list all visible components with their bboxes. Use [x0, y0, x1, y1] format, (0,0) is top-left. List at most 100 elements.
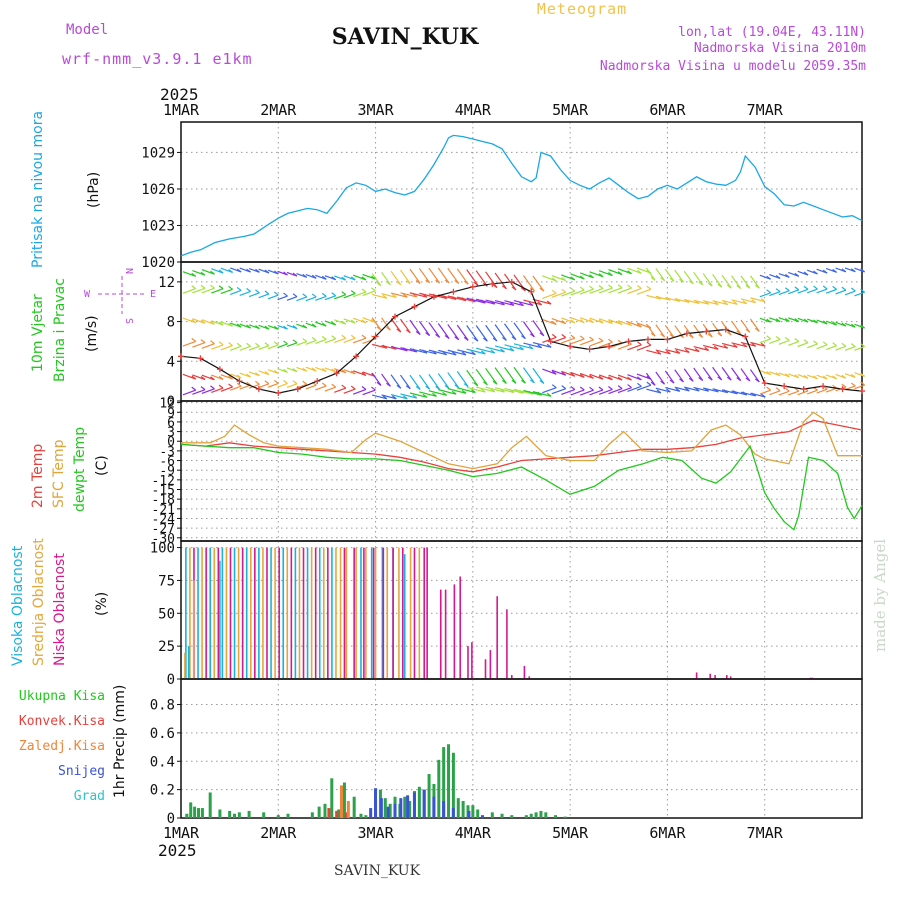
wind-arrow: [182, 288, 196, 294]
wind-arrow: [409, 348, 428, 354]
wind-arrow: [665, 386, 680, 392]
wind-arrow-head: [274, 270, 279, 275]
pressure-ytick-label: 1026: [141, 182, 175, 198]
wind-arrow: [390, 317, 402, 333]
wind-arrow: [334, 294, 346, 300]
wind-arrow: [201, 343, 215, 349]
wind-speed-point: [469, 283, 476, 290]
date-label-top: 1MAR: [163, 101, 200, 119]
wind-arrow: [665, 348, 680, 354]
wind-arrow: [475, 325, 488, 342]
wind-arrow-head: [850, 382, 856, 387]
wind-arrow: [343, 293, 356, 299]
wind-arrow-head: [760, 342, 766, 347]
precip-bar-0: [228, 810, 232, 818]
wind-arrow-head: [471, 389, 476, 393]
date-label-top: 4MAR: [455, 101, 492, 119]
precip-ytick-label: 0: [167, 811, 175, 827]
wind-arrow-head: [463, 336, 469, 341]
wind-arrow-head: [264, 325, 270, 330]
wind-arrow-head: [435, 333, 440, 338]
wind-arrow-head: [255, 268, 260, 273]
wind-arrow: [343, 337, 356, 344]
wind-arrow: [703, 344, 719, 350]
pressure-ytick-label: 1020: [141, 255, 175, 271]
wind-arrow: [522, 321, 535, 338]
precip-panel: 0 0.2 0.4 0.6 0.8: [150, 678, 863, 827]
wind-arrow: [598, 270, 613, 277]
wind-arrow-head: [200, 284, 206, 289]
wind-arrow-head: [694, 348, 700, 352]
station-title: SAVIN_KUK: [332, 24, 479, 50]
wind-arrow-head: [218, 384, 224, 389]
wind-arrow: [428, 349, 447, 356]
wind-arrow: [371, 343, 387, 349]
wind-speed-point: [664, 336, 671, 343]
wind-arrow-head: [311, 367, 317, 372]
wind-arrow-head: [539, 332, 545, 337]
wind-arrow-head: [386, 382, 391, 387]
wind-arrow: [230, 345, 242, 351]
wind-arrow-head: [283, 380, 288, 384]
wind-arrow-head: [742, 300, 748, 305]
wind-arrow-head: [264, 269, 270, 274]
wind-arrow-head: [500, 348, 505, 353]
wind-arrow: [825, 345, 837, 351]
wind-arrow: [702, 323, 713, 338]
wind-arrow-head: [228, 285, 233, 290]
wind-arrow-head: [589, 336, 594, 341]
wind-arrow-head: [627, 322, 632, 327]
wind-arrow-head: [637, 284, 642, 289]
wind-arrow-head: [463, 383, 469, 388]
wind-arrow: [636, 288, 652, 295]
wind-arrow: [674, 369, 684, 383]
precip-bar-0: [408, 800, 412, 818]
wind-arrow: [598, 318, 613, 325]
wind-arrow: [523, 389, 542, 396]
wind-arrow-head: [561, 288, 567, 293]
wind-arrow: [570, 317, 585, 324]
temperature-ytick-label: -3: [159, 445, 175, 460]
wind-arrow-head: [331, 383, 337, 388]
precip-bar-0: [510, 815, 514, 818]
wind-arrow-head: [405, 385, 411, 390]
wind-arrow: [608, 319, 623, 326]
pressure-panel: 1020 1023 1026 1029: [141, 121, 863, 271]
wind-arrow-head: [492, 380, 498, 385]
wind-arrow: [645, 372, 656, 386]
clouds-ytick-label: 100: [150, 541, 175, 557]
wind-arrow-head: [822, 285, 828, 290]
wind-arrow-head: [617, 284, 623, 289]
wind-arrow: [570, 371, 585, 378]
wind-arrow-head: [561, 385, 567, 390]
wind-arrow: [220, 386, 233, 392]
wind-speed-point: [197, 355, 204, 362]
wind-speed-point: [314, 378, 321, 385]
wind-arrow-head: [832, 375, 837, 380]
wind-arrow: [390, 394, 408, 400]
wind-arrow: [542, 318, 557, 326]
wind-arrow-head: [598, 319, 604, 324]
wind-arrow-head: [589, 274, 594, 279]
wind-arrow-head: [283, 325, 288, 330]
temperature-ytick-label: -30: [152, 532, 175, 547]
wind-arrow: [542, 292, 557, 299]
wind-arrow-head: [579, 275, 585, 280]
wind-arrow: [570, 273, 585, 280]
wind-arrow-head: [200, 319, 206, 324]
wind-speed-point: [820, 383, 827, 390]
wind-ylabel-1: 10m Vjetar: [30, 294, 46, 372]
wind-speed-point: [255, 386, 262, 393]
wind-arrow: [258, 293, 270, 299]
wind-arrow-head: [665, 350, 671, 355]
wind-arrow: [806, 343, 818, 349]
wind-arrow-head: [589, 285, 594, 290]
wind-arrow: [674, 325, 684, 339]
wind-arrow: [703, 300, 719, 306]
wind-arrow-head: [675, 387, 681, 392]
wind-arrow-head: [255, 289, 260, 294]
wind-arrow: [636, 344, 652, 351]
wind-speed-point: [353, 353, 360, 360]
wind-arrow: [551, 291, 566, 298]
temperature-ytick-label: 6: [167, 416, 175, 431]
